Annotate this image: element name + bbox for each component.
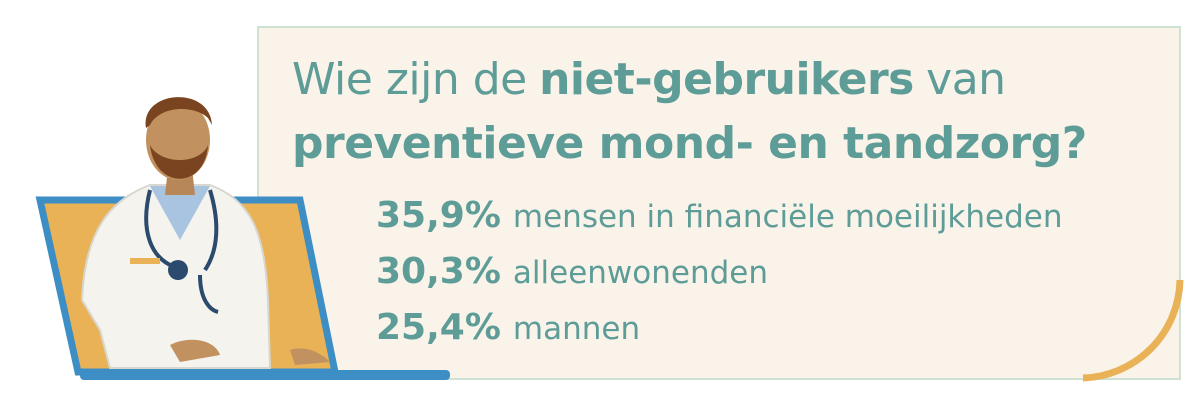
title-part: Wie zijn de [292, 54, 527, 105]
stat-label: mannen [512, 311, 641, 347]
hand [290, 348, 330, 365]
corner-arc [1082, 279, 1184, 382]
title-part: niet-gebruikers [539, 54, 914, 105]
title: Wie zijn de niet-gebruikers van preventieve… [292, 48, 1099, 176]
stethoscope-head [168, 260, 188, 280]
title-part: van [926, 54, 1006, 105]
name-tag [130, 258, 160, 264]
title-line: Wie zijn de niet-gebruikers van [292, 48, 1099, 112]
hand [170, 339, 220, 362]
stat-row: 30,3% alleenwonenden [376, 244, 1063, 300]
beard [150, 145, 208, 179]
stat-value: 35,9% [376, 195, 501, 236]
stat-label: alleenwonenden [512, 255, 769, 291]
stat-value: 30,3% [376, 251, 501, 292]
stat-row: 35,9% mensen in financiële moeilijkheden [376, 188, 1063, 244]
shirt [150, 186, 210, 240]
stethoscope-tube [198, 274, 219, 314]
title-part: preventieve mond- en tandzorg? [292, 118, 1087, 169]
stat-row: 25,4% mannen [376, 300, 1063, 356]
title-line: preventieve mond- en tandzorg? [292, 112, 1099, 176]
hair [145, 97, 212, 128]
text-panel [257, 26, 1181, 380]
stat-label: mensen in financiële moeilijkheden [512, 199, 1063, 235]
stats-list: 35,9% mensen in financiële moeilijkheden 3… [376, 188, 1063, 356]
stat-value: 25,4% [376, 307, 501, 348]
laptop-base [80, 370, 450, 380]
